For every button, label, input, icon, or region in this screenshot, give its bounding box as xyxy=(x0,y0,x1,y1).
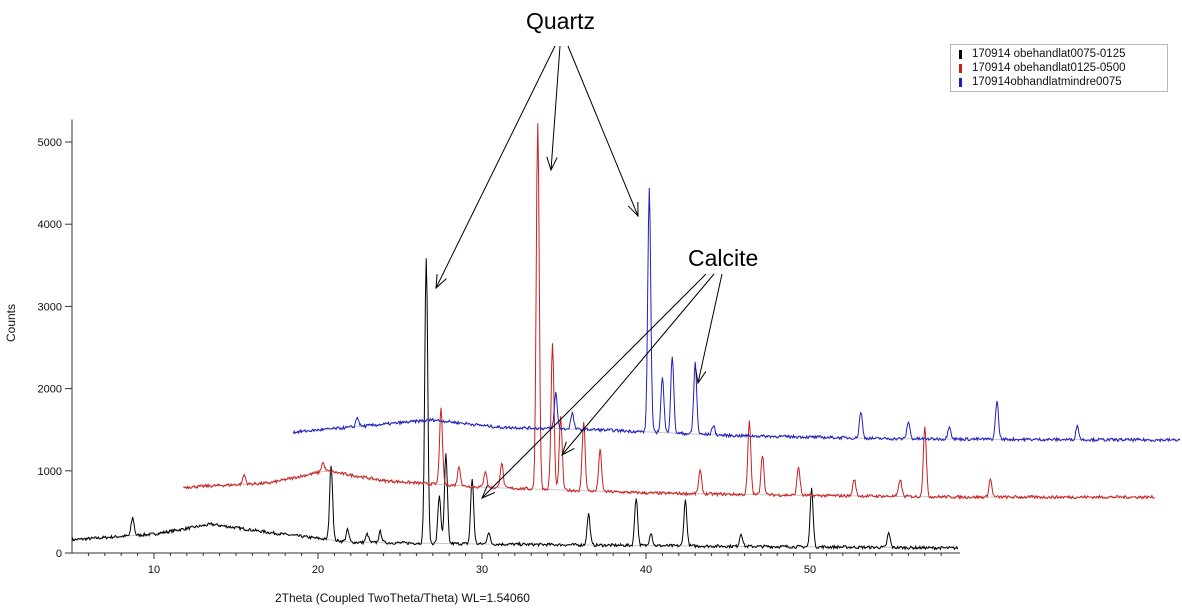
annotation-arrow-calcite xyxy=(481,273,707,499)
annotation-arrow-quartz xyxy=(435,45,556,289)
x-tick-label: 30 xyxy=(476,564,488,576)
annotation-arrow-calcite xyxy=(561,273,715,456)
legend-item: 170914 obehandlat0125-0500 xyxy=(959,61,1167,75)
annotation-arrowhead-calcite xyxy=(695,369,707,385)
y-tick-label: 4000 xyxy=(38,219,62,231)
legend-swatch-red xyxy=(959,63,962,73)
x-tick-label: 40 xyxy=(640,564,652,576)
legend-label: 170914 obehandlat0125-0500 xyxy=(972,62,1126,74)
annotation-arrow-quartz xyxy=(550,45,561,171)
series-background-curve xyxy=(293,419,1179,441)
series-line-1 xyxy=(183,123,1155,501)
annotation-arrow-quartz xyxy=(567,45,639,217)
x-tick-label: 10 xyxy=(148,564,160,576)
x-tick-label: 20 xyxy=(312,564,324,576)
annotation-arrow-calcite xyxy=(697,273,723,384)
y-tick-label: 1000 xyxy=(38,466,62,478)
annotation-arrowhead-calcite xyxy=(481,484,496,499)
legend: 170914 obehandlat0075-0125 170914 obehan… xyxy=(950,44,1168,92)
series-line-0 xyxy=(71,258,959,551)
y-tick-label: 3000 xyxy=(38,301,62,313)
y-tick-label: 2000 xyxy=(38,384,62,396)
legend-item: 170914obhandlatmindre0075 xyxy=(959,75,1167,89)
annotation-arrowhead-quartz xyxy=(546,156,558,172)
legend-swatch-blue xyxy=(959,77,962,87)
annotation-arrowhead-quartz xyxy=(627,201,639,218)
annotation-quartz: Quartz xyxy=(526,8,596,34)
annotation-arrowhead-calcite xyxy=(561,441,575,457)
x-axis-title: 2Theta (Coupled TwoTheta/Theta) WL=1.540… xyxy=(275,591,530,605)
y-tick-label: 0 xyxy=(56,548,62,560)
y-axis-title: Counts xyxy=(4,303,18,342)
legend-label: 170914 obehandlat0075-0125 xyxy=(972,48,1126,60)
legend-swatch-black xyxy=(959,49,962,59)
legend-item: 170914 obehandlat0075-0125 xyxy=(959,47,1167,61)
legend-label: 170914obhandlatmindre0075 xyxy=(972,76,1122,88)
y-tick-label: 5000 xyxy=(38,137,62,149)
series-line-2 xyxy=(292,187,1181,444)
x-tick-label: 50 xyxy=(804,564,816,576)
annotation-calcite: Calcite xyxy=(688,245,759,271)
annotation-arrowhead-quartz xyxy=(435,274,447,290)
